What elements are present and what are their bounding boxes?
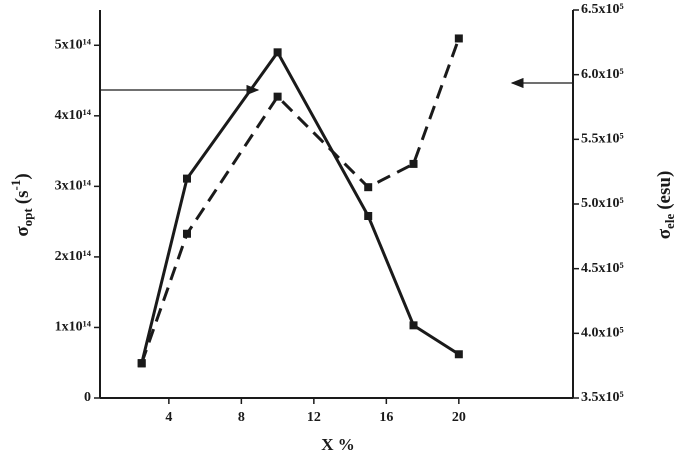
marker	[273, 92, 282, 101]
y-tick-label: 2x10¹⁴	[55, 249, 92, 264]
marker	[454, 34, 463, 43]
marker	[364, 211, 373, 220]
marker	[182, 229, 191, 238]
y-tick-label: 4x10¹⁴	[55, 108, 92, 123]
x-tick-label: 12	[307, 410, 321, 425]
x-axis-title: X %	[321, 435, 355, 454]
y2-tick-label: 3.5x10⁵	[581, 390, 624, 405]
marker	[273, 48, 282, 57]
y2-tick-label: 4.0x10⁵	[581, 326, 624, 341]
y-title-sub: opt	[20, 208, 35, 227]
marker	[137, 359, 146, 368]
y-tick-label: 3x10¹⁴	[55, 179, 92, 194]
y2-tick-label: 4.5x10⁵	[581, 261, 624, 276]
y-tick-label: 5x10¹⁴	[55, 37, 92, 52]
y2-tick-label: 5.5x10⁵	[581, 132, 624, 147]
marker	[364, 183, 373, 192]
marker	[409, 159, 418, 168]
y-title-close: )	[12, 173, 33, 179]
y-tick-label: 1x10¹⁴	[55, 320, 92, 335]
series-line	[140, 49, 460, 364]
y-tick-label: 0	[84, 390, 91, 405]
y-title-unit: (s	[12, 191, 33, 205]
marker	[454, 350, 463, 359]
marker	[182, 174, 191, 183]
x-tick-label: 16	[379, 410, 393, 425]
y2-tick-label: 6.0x10⁵	[581, 67, 624, 82]
y2-tick-label: 5.0x10⁵	[581, 196, 624, 211]
y2-axis-title: σele (esu)	[654, 171, 677, 240]
x-tick-label: 4	[165, 410, 172, 425]
x-tick-label: 8	[238, 410, 245, 425]
y-title-symbol: σ	[12, 226, 33, 237]
x-tick-label: 20	[452, 410, 466, 425]
y2-title-unit: (esu)	[654, 171, 675, 210]
y2-title-sub: ele	[662, 214, 677, 229]
y2-title-symbol: σ	[654, 228, 675, 239]
series-line	[140, 37, 461, 364]
y2-tick-label: 6.5x10⁵	[581, 2, 624, 17]
marker	[409, 321, 418, 330]
y-axis-title: σopt (s-1)	[8, 173, 35, 236]
y-title-sup: -1	[8, 180, 23, 191]
